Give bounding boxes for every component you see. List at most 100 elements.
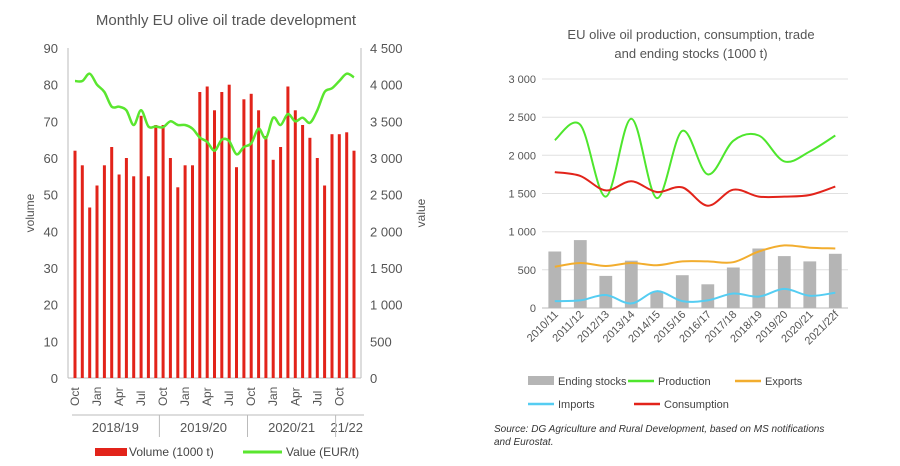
y2-tick-label: 1 500 <box>370 261 403 276</box>
volume-bar <box>220 92 224 378</box>
volume-bar <box>95 185 99 378</box>
period-label: 2020/21 <box>268 420 315 435</box>
volume-bar <box>345 132 349 378</box>
y-tick-label: 30 <box>44 261 58 276</box>
volume-bar <box>80 165 84 378</box>
y-tick-label: 1 000 <box>508 227 536 239</box>
volume-bar <box>146 176 150 378</box>
x-tick-label: Jul <box>310 391 324 406</box>
consumption-line <box>554 171 836 207</box>
y-tick-label: 80 <box>44 78 58 93</box>
y-tick-label: 500 <box>518 265 536 277</box>
legend-swatch-volume <box>95 448 127 456</box>
volume-bar <box>315 158 319 378</box>
legend-label-ending-stocks: Ending stocks <box>558 376 627 388</box>
y-tick-label: 2 000 <box>508 150 536 162</box>
volume-bar <box>191 165 194 378</box>
volume-bar <box>205 86 209 378</box>
x-tick-label: Jul <box>134 391 148 406</box>
volume-bar <box>124 158 128 378</box>
x-tick-label: Oct <box>244 387 258 406</box>
period-label: 2018/19 <box>92 420 139 435</box>
legend-label-exports: Exports <box>765 376 803 388</box>
volume-bar <box>264 136 268 378</box>
y-tick-label: 60 <box>44 151 58 166</box>
x-tick-label: Jan <box>266 387 280 406</box>
y2-tick-label: 0 <box>370 371 377 386</box>
volume-bar <box>242 99 246 379</box>
ending-stocks-bar <box>701 284 715 308</box>
legend-label-consumption: Consumption <box>664 399 729 411</box>
x-tick-label: Apr <box>200 387 214 406</box>
y2-axis-title: value <box>414 198 428 227</box>
x-tick-label: Oct <box>156 387 170 406</box>
y2-tick-label: 4 000 <box>370 78 403 93</box>
value-line <box>74 72 355 156</box>
chart-title-line-2: and ending stocks (1000 t) <box>614 46 767 61</box>
exports-line <box>554 244 836 268</box>
y-tick-label: 50 <box>44 188 58 203</box>
volume-bar <box>271 159 275 378</box>
y-tick-label: 40 <box>44 224 58 239</box>
volume-bar <box>176 187 180 378</box>
y-tick-label: 90 <box>44 41 58 56</box>
x-tick-label: Oct <box>68 387 82 406</box>
ending-stocks-bar <box>650 292 664 308</box>
y2-tick-label: 2 500 <box>370 188 403 203</box>
ending-stocks-bar <box>675 275 689 308</box>
y-tick-label: 2 500 <box>508 112 536 124</box>
legend-label-production: Production <box>658 376 711 388</box>
y-tick-label: 1 500 <box>508 189 536 201</box>
ending-stocks-bar <box>803 261 817 308</box>
production-line <box>554 117 836 200</box>
chart-title-line-1: EU olive oil production, consumption, tr… <box>567 27 814 42</box>
volume-bar <box>73 150 77 378</box>
ending-stocks-bar <box>777 256 791 308</box>
ending-stocks-bar <box>573 240 587 308</box>
production-consumption-chart: EU olive oil production, consumption, tr… <box>494 27 848 448</box>
y2-tick-label: 3 500 <box>370 114 403 129</box>
source-note-line-1: Source: DG Agriculture and Rural Develop… <box>494 424 824 435</box>
volume-bar <box>323 185 327 378</box>
y-axis-title: volume <box>23 193 37 232</box>
y-tick-label: 10 <box>44 334 58 349</box>
volume-bar <box>279 147 283 378</box>
volume-bar <box>110 147 114 378</box>
volume-bar <box>132 176 136 378</box>
y2-tick-label: 1 000 <box>370 298 403 313</box>
volume-bar <box>117 174 121 378</box>
volume-bar <box>198 92 202 378</box>
volume-bar <box>257 110 261 379</box>
y-tick-label: 20 <box>44 298 58 313</box>
source-note-line-2: and Eurostat. <box>494 437 553 448</box>
x-tick-label: Apr <box>112 387 126 406</box>
volume-bar <box>337 134 341 378</box>
volume-bar <box>139 115 143 379</box>
x-tick-label: Jan <box>90 387 104 406</box>
y2-tick-label: 500 <box>370 334 392 349</box>
ending-stocks-bar <box>548 251 562 308</box>
volume-bar <box>235 167 238 378</box>
y-tick-label: 0 <box>530 303 536 315</box>
ending-stocks-bar <box>726 267 740 308</box>
legend: Volume (1000 t) Value (EUR/t) <box>95 445 359 459</box>
y-tick-label: 0 <box>51 371 58 386</box>
legend-label-imports: Imports <box>558 399 595 411</box>
ending-stocks-bar <box>828 253 842 308</box>
y-tick-label: 3 000 <box>508 74 536 86</box>
volume-bar <box>168 158 172 378</box>
monthly-trade-chart: Monthly EU olive oil trade development 0… <box>23 12 428 459</box>
chart-title: Monthly EU olive oil trade development <box>96 12 357 29</box>
period-label: 21/22 <box>330 420 363 435</box>
x-tick-label: Apr <box>288 387 302 406</box>
volume-bar <box>249 93 253 379</box>
y2-tick-label: 2 000 <box>370 224 403 239</box>
legend: Ending stocks Production Exports Imports Con… <box>528 376 803 411</box>
legend-swatch-ending-stocks <box>528 376 554 385</box>
volume-bar <box>161 125 165 378</box>
imports-line <box>554 287 836 305</box>
volume-bar <box>154 125 158 378</box>
legend-label-value: Value (EUR/t) <box>286 445 359 459</box>
volume-bar <box>102 165 106 378</box>
